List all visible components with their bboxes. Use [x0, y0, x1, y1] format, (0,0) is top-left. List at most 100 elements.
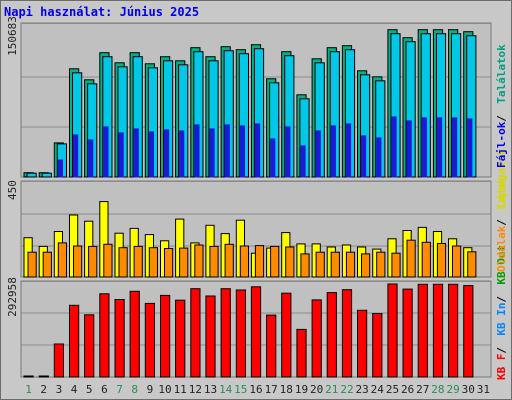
bar-Oldalak-day-3 — [57, 242, 67, 278]
bar-Oldalak-day-27 — [421, 241, 431, 278]
bar-KB F-day-14 — [220, 288, 231, 378]
x-tick-label-day-25: 25 — [386, 383, 399, 396]
bar-Oldalak-day-12 — [194, 244, 204, 278]
x-tick-label-day-8: 8 — [131, 383, 138, 396]
x-tick-label-day-23: 23 — [355, 383, 368, 396]
bar-Oldalak-day-1 — [27, 251, 37, 278]
bar-Lapok-day-16 — [254, 123, 261, 178]
page-title: Napi használat: Június 2025 — [4, 5, 200, 19]
x-tick-label-day-21: 21 — [325, 383, 338, 396]
bar-Oldalak-day-24 — [376, 251, 386, 278]
bar-KB F-day-7 — [114, 299, 125, 378]
bar-KB F-day-4 — [69, 304, 80, 378]
x-tick-label-day-15: 15 — [234, 383, 247, 396]
bar-KB F-day-25 — [387, 283, 398, 378]
bar-KB F-day-23 — [357, 309, 368, 378]
bar-Oldalak-day-21 — [330, 251, 340, 278]
bar-Oldalak-day-25 — [391, 252, 401, 278]
bar-Lapok-day-29 — [452, 117, 458, 178]
y-tick-label: 292958 — [6, 277, 19, 317]
bar-Fájl-ok-day-1 — [26, 172, 37, 178]
bar-KB F-day-12 — [190, 288, 201, 378]
x-tick-label-day-2: 2 — [40, 383, 47, 396]
x-tick-label-day-16: 16 — [249, 383, 262, 396]
bar-Oldalak-day-29 — [452, 245, 462, 278]
bar-KB F-day-16 — [250, 286, 262, 378]
bar-Oldalak-day-30 — [467, 251, 477, 278]
bar-KB F-day-30 — [463, 285, 474, 378]
legend-kb-out: KB Out — [495, 245, 508, 285]
bar-KB F-day-1 — [23, 375, 34, 378]
bar-Lapok-day-25 — [391, 116, 397, 178]
legend-separator: / — [495, 296, 508, 303]
bar-Lapok-day-14 — [224, 124, 230, 178]
legend-separator: / — [495, 115, 508, 122]
x-tick-label-day-14: 14 — [219, 383, 233, 396]
bar-Lapok-day-15 — [239, 125, 246, 178]
legend-hits: Találatok — [495, 44, 508, 104]
x-tick-label-day-20: 20 — [310, 383, 323, 396]
bar-KB F-day-24 — [372, 313, 383, 378]
x-tick-label-day-17: 17 — [265, 383, 278, 396]
x-tick-label-day-7: 7 — [116, 383, 123, 396]
bar-KB F-day-6 — [99, 293, 110, 378]
bar-KB F-day-18 — [281, 292, 292, 378]
bar-Oldalak-day-6 — [103, 243, 113, 278]
bar-KB F-day-19 — [296, 328, 307, 378]
x-tick-label-day-18: 18 — [280, 383, 293, 396]
bar-KB F-day-8 — [129, 290, 140, 378]
bar-KB F-day-22 — [341, 289, 353, 378]
bar-KB F-day-10 — [160, 294, 171, 378]
bar-Lapok-day-28 — [436, 117, 443, 178]
y-tick-label: 450 — [6, 180, 19, 200]
x-tick-label-day-5: 5 — [86, 383, 93, 396]
bar-Oldalak-day-26 — [406, 239, 416, 278]
x-tick-label-day-28: 28 — [431, 383, 444, 396]
bar-Lapok-day-4 — [73, 134, 79, 178]
bar-Oldalak-day-15 — [239, 245, 250, 278]
bar-KB F-day-27 — [417, 283, 428, 378]
bar-Oldalak-day-23 — [361, 253, 371, 278]
bar-Lapok-day-21 — [330, 125, 336, 178]
bar-Lapok-day-9 — [148, 131, 155, 178]
bar-KB F-day-29 — [448, 283, 459, 378]
bar-Oldalak-day-11 — [179, 247, 189, 278]
x-tick-label-day-31: 31 — [477, 383, 490, 396]
legend-sites: Oldalak — [495, 225, 508, 272]
legend-files: Fájl-ok — [495, 121, 508, 168]
bar-Lapok-day-6 — [103, 126, 109, 178]
bar-Oldalak-day-16 — [254, 245, 265, 278]
x-tick-label-day-9: 9 — [147, 383, 154, 396]
bar-Lapok-day-12 — [194, 124, 200, 178]
bar-Oldalak-day-4 — [73, 245, 83, 278]
x-tick-label-day-22: 22 — [340, 383, 353, 396]
bar-Lapok-day-19 — [300, 145, 306, 178]
x-tick-label-day-4: 4 — [71, 383, 78, 396]
legend-separator: / — [495, 347, 508, 354]
bar-Lapok-day-27 — [421, 117, 427, 178]
bar-KB F-day-5 — [84, 314, 95, 378]
bar-Lapok-day-5 — [88, 139, 94, 178]
bar-KB F-day-20 — [311, 299, 322, 378]
bar-Oldalak-day-10 — [164, 248, 174, 278]
bar-Oldalak-day-20 — [315, 251, 325, 278]
bar-Lapok-day-7 — [118, 132, 124, 178]
x-tick-label-day-24: 24 — [371, 383, 385, 396]
bar-KB F-day-15 — [235, 289, 247, 378]
x-tick-label-day-11: 11 — [174, 383, 187, 396]
bar-Oldalak-day-28 — [436, 243, 447, 278]
x-tick-label-day-29: 29 — [446, 383, 459, 396]
x-tick-label-day-1: 1 — [25, 383, 32, 396]
bar-Oldalak-day-2 — [42, 251, 52, 278]
bar-Oldalak-day-13 — [209, 245, 219, 278]
bar-KB F-day-26 — [402, 288, 413, 378]
bar-Lapok-day-11 — [179, 130, 185, 178]
bar-KB F-day-13 — [205, 295, 216, 378]
bar-Lapok-day-10 — [164, 129, 170, 178]
bar-Oldalak-day-5 — [88, 245, 98, 278]
bar-Oldalak-day-7 — [118, 247, 128, 278]
x-tick-label-day-19: 19 — [295, 383, 308, 396]
x-tick-label-day-10: 10 — [158, 383, 171, 396]
x-tick-label-day-6: 6 — [101, 383, 108, 396]
bar-Oldalak-day-17 — [270, 245, 280, 278]
